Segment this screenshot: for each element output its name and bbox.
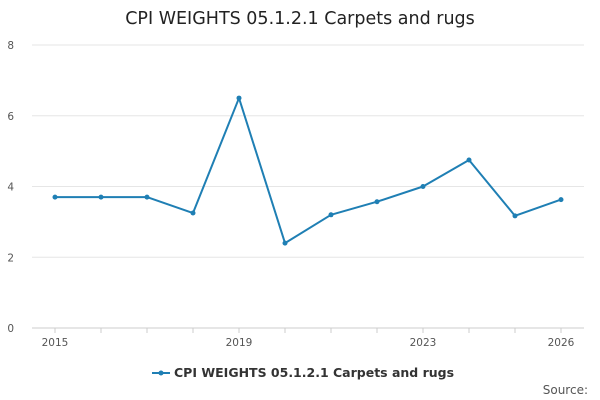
data-point[interactable]	[282, 240, 288, 246]
data-point[interactable]	[420, 184, 426, 189]
series-group[interactable]	[52, 95, 564, 246]
source-label: Source:	[543, 383, 588, 397]
data-point[interactable]	[558, 197, 564, 203]
x-axis: 2015 2019 2023 2026	[42, 328, 575, 349]
y-axis: 0 2 4 6 8	[7, 40, 14, 335]
x-tick-label: 2015	[42, 337, 69, 349]
data-point[interactable]	[144, 194, 150, 200]
grid	[32, 44, 584, 329]
legend-point-marker	[158, 370, 164, 376]
x-tick-label: 2023	[410, 337, 437, 349]
chart-title: CPI WEIGHTS 05.1.2.1 Carpets and rugs	[125, 9, 475, 29]
y-tick-label: 0	[7, 323, 14, 335]
x-tick-label: 2019	[226, 337, 253, 349]
data-point[interactable]	[374, 199, 380, 205]
y-tick-label: 6	[7, 111, 14, 123]
data-point[interactable]	[52, 194, 58, 200]
y-tick-label: 4	[7, 182, 14, 194]
data-point[interactable]	[512, 213, 518, 219]
y-tick-label: 8	[7, 40, 14, 52]
data-point[interactable]	[328, 212, 334, 218]
legend-label[interactable]: CPI WEIGHTS 05.1.2.1 Carpets and rugs	[174, 365, 454, 380]
data-point[interactable]	[466, 157, 472, 163]
legend[interactable]: CPI WEIGHTS 05.1.2.1 Carpets and rugs	[152, 365, 454, 380]
data-point[interactable]	[98, 194, 104, 200]
data-point[interactable]	[190, 210, 196, 216]
data-point[interactable]	[236, 95, 242, 101]
x-tick-label: 2026	[548, 337, 575, 349]
y-tick-label: 2	[7, 252, 14, 264]
series-line[interactable]	[55, 97, 562, 245]
